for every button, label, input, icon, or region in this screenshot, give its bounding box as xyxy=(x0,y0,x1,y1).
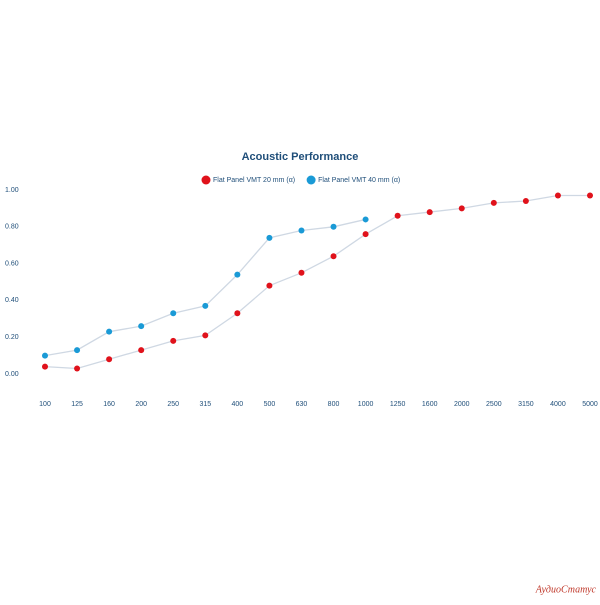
x-tick-label: 500 xyxy=(264,401,276,408)
data-point xyxy=(106,328,113,335)
x-tick-label: 3150 xyxy=(518,401,534,408)
data-point xyxy=(490,199,497,206)
series-line xyxy=(44,194,590,370)
legend-label: Flat Panel VMT 20 mm (α) xyxy=(213,177,295,184)
data-point xyxy=(202,302,209,309)
data-point xyxy=(170,310,177,317)
x-tick-label: 315 xyxy=(199,401,211,408)
legend-marker xyxy=(306,175,316,185)
data-point xyxy=(42,363,48,370)
x-tick-label: 250 xyxy=(167,401,179,408)
data-point xyxy=(298,269,305,276)
x-tick-label: 5000 xyxy=(582,401,598,408)
x-tick-label: 1000 xyxy=(358,401,374,408)
data-point xyxy=(362,231,369,238)
data-point xyxy=(266,234,273,241)
data-point xyxy=(234,310,241,317)
data-point xyxy=(202,332,209,339)
y-tick-label: 0.20 xyxy=(5,334,19,341)
x-tick-label: 125 xyxy=(71,401,83,408)
data-point xyxy=(554,192,561,199)
x-tick-label: 1250 xyxy=(390,401,406,408)
y-tick-label: 1.00 xyxy=(5,187,19,194)
x-tick-label: 1600 xyxy=(422,401,438,408)
y-tick-label: 0.60 xyxy=(5,260,19,267)
data-point xyxy=(74,365,81,372)
x-tick-label: 400 xyxy=(232,401,244,408)
y-tick-label: 0.80 xyxy=(5,224,19,231)
y-tick-label: 0.40 xyxy=(5,297,19,304)
legend-marker xyxy=(201,175,211,185)
x-tick-label: 4000 xyxy=(550,401,566,408)
data-point xyxy=(330,223,337,230)
data-point xyxy=(362,216,369,223)
chart-title: Acoustic Performance xyxy=(242,151,359,163)
data-point xyxy=(522,198,529,205)
watermark: АудиоСтатус xyxy=(535,584,597,595)
data-point xyxy=(138,323,145,330)
x-tick-label: 2500 xyxy=(486,401,502,408)
data-point xyxy=(394,212,401,219)
data-point xyxy=(74,347,81,354)
data-point xyxy=(170,337,177,344)
data-point xyxy=(426,209,433,216)
data-point xyxy=(266,282,273,289)
x-tick-label: 2000 xyxy=(454,401,470,408)
y-tick-label: 0.00 xyxy=(5,371,19,378)
x-tick-label: 100 xyxy=(39,401,51,408)
x-tick-label: 630 xyxy=(296,401,308,408)
data-point xyxy=(587,192,593,199)
data-point xyxy=(458,205,465,212)
x-tick-label: 160 xyxy=(103,401,115,408)
x-tick-label: 800 xyxy=(328,401,340,408)
data-point xyxy=(106,356,113,363)
data-point xyxy=(298,227,305,234)
data-point xyxy=(234,271,241,278)
legend-label: Flat Panel VMT 40 mm (α) xyxy=(318,177,400,184)
data-point xyxy=(138,347,145,354)
data-point xyxy=(330,253,337,260)
x-tick-label: 200 xyxy=(135,401,147,408)
data-point xyxy=(42,352,48,359)
